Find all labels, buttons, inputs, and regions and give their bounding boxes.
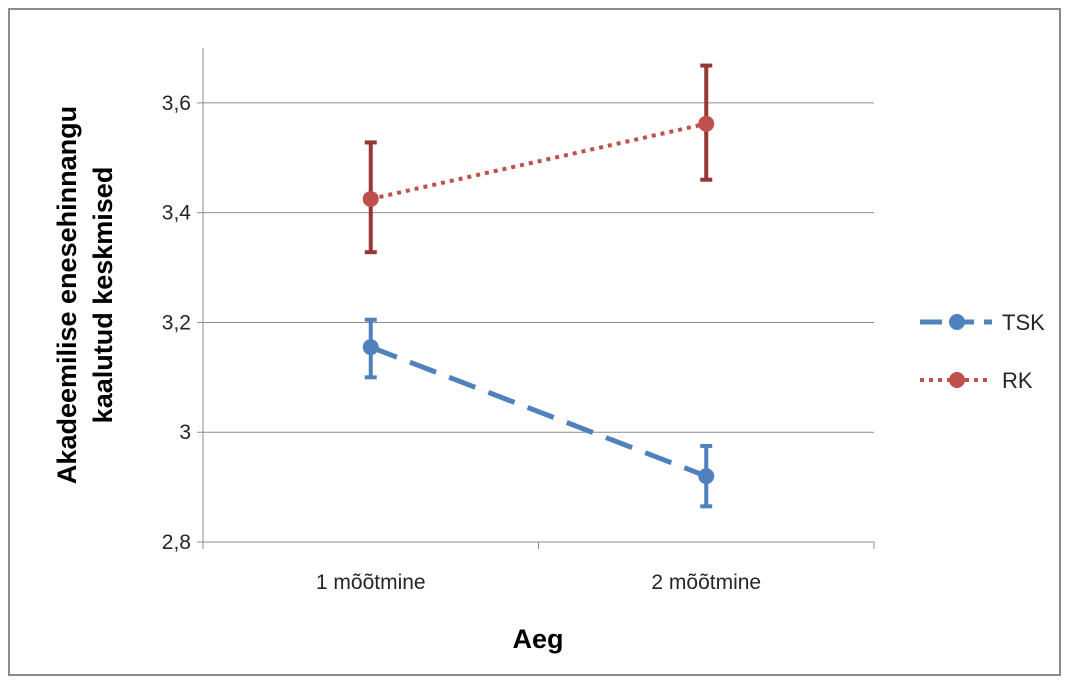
legend-label: RK	[1002, 368, 1033, 393]
legend-marker	[949, 314, 965, 330]
chart-frame	[8, 8, 1061, 676]
gridlines	[203, 102, 874, 433]
series	[362, 63, 715, 509]
legend-item-tsk: TSK	[920, 310, 1045, 335]
y-tick-label: 2,8	[162, 531, 191, 554]
x-tick-label: 1 mõõtmine	[316, 571, 426, 594]
data-point	[698, 468, 715, 485]
y-tick-labels: 2,8 3 3,2 3,4 3,6	[162, 92, 192, 554]
y-axis-title-line-2: kaalutud keskmised	[88, 167, 118, 424]
series-rk	[362, 63, 715, 255]
y-tick-label: 3,4	[162, 202, 192, 225]
series-tsk	[362, 317, 715, 509]
series-line	[370, 121, 707, 201]
data-point	[698, 115, 715, 132]
legend-marker	[949, 372, 965, 388]
y-tick-label: 3	[179, 421, 191, 444]
data-point	[362, 339, 379, 356]
legend-label: TSK	[1002, 310, 1045, 335]
y-axis-title-line-1: Akadeemilise enesehinnangu	[52, 106, 82, 484]
x-tick-label: 2 mõõtmine	[651, 571, 761, 594]
legend-item-rk: RK	[920, 368, 1033, 393]
y-axis-title: Akadeemilise enesehinnangu kaalutud kesk…	[52, 106, 118, 484]
series-line	[369, 344, 708, 479]
x-tick-labels: 1 mõõtmine 2 mõõtmine	[316, 571, 761, 594]
data-point	[362, 190, 379, 207]
y-tick-label: 3,6	[162, 92, 191, 115]
x-axis-title: Aeg	[512, 624, 563, 654]
legend: TSK RK	[920, 310, 1045, 393]
y-tick-label: 3,2	[162, 311, 191, 334]
axes	[197, 48, 875, 549]
